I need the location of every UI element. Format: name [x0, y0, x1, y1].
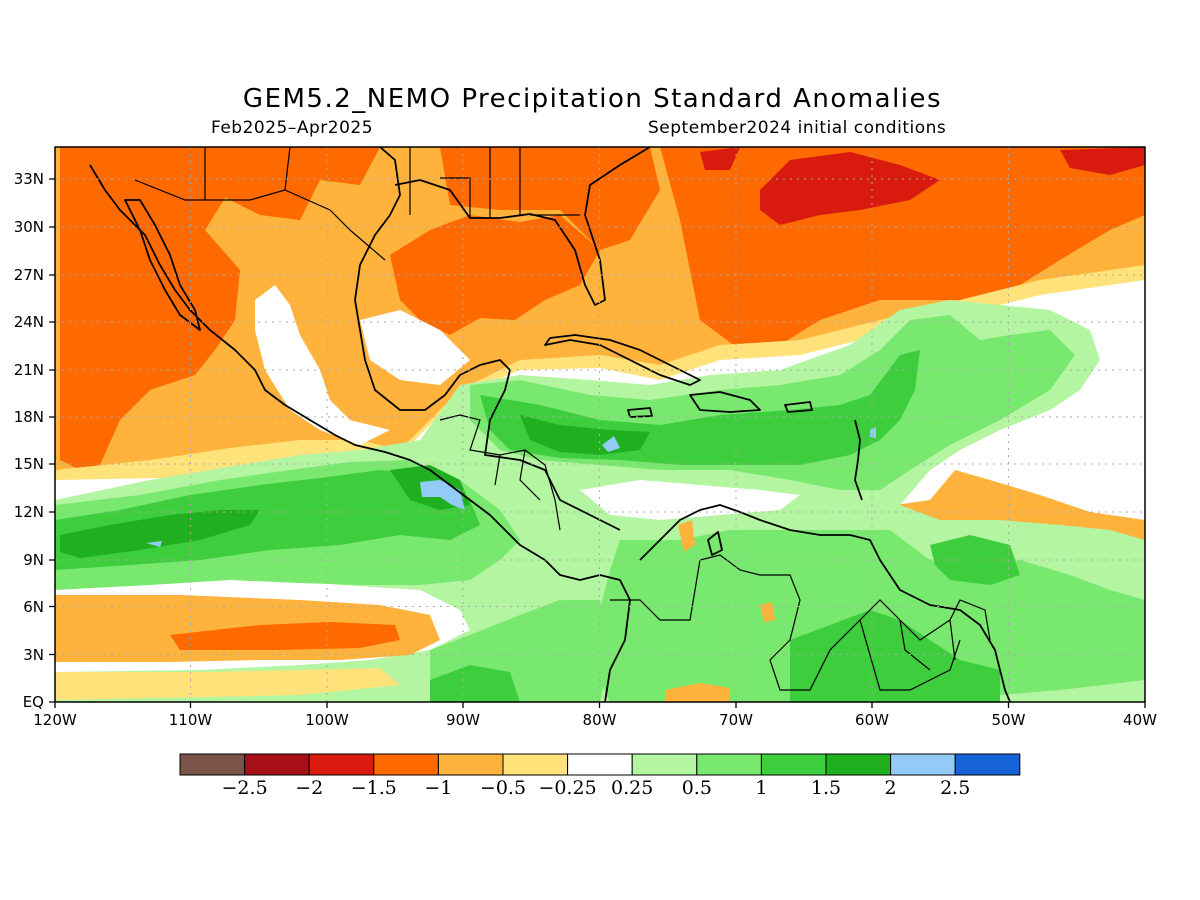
coastline-north-america-pacific: [89, 164, 631, 702]
lat-label: 3N: [23, 646, 44, 664]
lat-label: 21N: [14, 361, 44, 379]
lon-label: 100W: [305, 711, 349, 729]
dry-region-mexico-north: [135, 147, 380, 220]
initial-conditions: September2024 initial conditions: [648, 118, 947, 138]
longitude-labels: 120W 110W 100W 90W 80W 70W 60W 50W 40W: [33, 711, 1157, 729]
latitude-labels: EQ 3N 6N 9N 12N 15N 18N 21N 24N 27N 30N …: [14, 170, 44, 711]
border-us-mexico: [134, 147, 386, 261]
lat-label: 30N: [14, 218, 44, 236]
colorbar-swatch: [825, 753, 892, 776]
coastline-us-gulf: [394, 147, 651, 306]
colorbar-label: −0.5: [480, 777, 526, 799]
colorbar-label: 0.25: [611, 777, 653, 799]
colorbar-swatch: [890, 753, 956, 776]
colorbar-label: 1: [755, 777, 767, 799]
dry-region-gulf: [390, 215, 600, 335]
border-us-states: [204, 147, 580, 218]
colorbar-swatch: [308, 753, 375, 776]
neutral-gap-caribbean: [580, 480, 800, 520]
colorbar-label: −0.25: [538, 777, 596, 799]
colorbar-swatch: [567, 753, 633, 776]
neutral-white-mexico-coast: [255, 285, 390, 445]
very-wet-spot-caribbean: [602, 436, 620, 452]
map-title: GEM5.2_NEMO Precipitation Standard Anoma…: [242, 84, 943, 114]
colorbar-label: 0.5: [682, 777, 712, 799]
dry-patch-venezuela: [678, 520, 695, 552]
neutral-white-yucatan: [360, 310, 470, 385]
mod-wet-region-amazon: [790, 610, 1000, 702]
colorbar-label: −2.5: [222, 777, 268, 799]
lat-label: 33N: [14, 170, 44, 188]
lon-label: 60W: [855, 711, 889, 729]
mod-wet-region-south-pacific: [430, 665, 520, 702]
lat-label: EQ: [23, 693, 44, 711]
dry-region-southeast-us: [440, 147, 660, 250]
lon-label: 70W: [719, 711, 753, 729]
lon-label: 50W: [992, 711, 1026, 729]
colorbar-label: −1: [424, 777, 452, 799]
strong-wet-region-pacific: [60, 510, 260, 558]
lat-label: 27N: [14, 266, 44, 284]
coastline-lake-maracaibo: [707, 531, 723, 556]
colorbar-swatch: [179, 753, 246, 776]
colorbar-swatch: [437, 753, 504, 776]
colorbar-label: 2.5: [940, 777, 970, 799]
dry-patch-colombia: [665, 683, 730, 702]
colorbar-label: −2: [295, 777, 323, 799]
weak-dry-south-pacific: [55, 668, 400, 700]
strong-dry-region-atlantic: [760, 152, 940, 225]
lon-label: 120W: [33, 711, 77, 729]
strong-dry-region-northeast: [1060, 147, 1145, 175]
tick-marks: [49, 178, 1146, 708]
anomaly-field: [55, 147, 1145, 702]
border-guianas: [899, 619, 956, 671]
coastline-hispaniola: [689, 391, 761, 413]
country-borders: [134, 147, 991, 691]
colorbar-swatch: [760, 753, 827, 776]
dry-core-pacific: [170, 622, 400, 650]
coastline-gulf-of-mexico: [354, 147, 621, 531]
colorbar-swatch: [244, 753, 310, 776]
colorbar-label: 2: [885, 777, 897, 799]
coastline-lesser-antilles: [854, 419, 863, 501]
lon-label: 110W: [169, 711, 213, 729]
colorbar-label: 1.5: [811, 777, 841, 799]
very-wet-spot-pacific: [146, 541, 162, 547]
lat-label: 12N: [14, 503, 44, 521]
coastlines: [89, 147, 1011, 702]
dry-region-mexico-pacific: [60, 147, 240, 470]
lon-label: 80W: [583, 711, 617, 729]
colorbar-swatch: [502, 753, 569, 776]
coastline-south-america: [639, 504, 1011, 702]
colorbar-swatch: [631, 753, 698, 776]
lat-label: 6N: [23, 598, 44, 616]
lat-label: 15N: [14, 455, 44, 473]
lat-label: 9N: [23, 551, 44, 569]
lat-label: 24N: [14, 313, 44, 331]
colorbar-swatch: [696, 753, 762, 776]
coastline-jamaica: [627, 407, 653, 418]
lat-label: 18N: [14, 408, 44, 426]
colorbar-swatch: [954, 753, 1021, 776]
mod-wet-region-guianas: [930, 535, 1020, 585]
colorbar-label: −1.5: [351, 777, 397, 799]
strong-dry-region-florida-strait: [700, 147, 740, 170]
lon-label: 40W: [1123, 711, 1157, 729]
border-south-america: [610, 554, 991, 691]
border-central-america: [439, 414, 561, 531]
coastline-baja: [124, 199, 201, 331]
lon-label: 90W: [446, 711, 480, 729]
forecast-period: Feb2025–Apr2025: [211, 118, 374, 138]
colorbar: −2.5 −2 −1.5 −1 −0.5 −0.25 0.25 0.5 1 1.…: [179, 753, 1021, 799]
coastline-puerto-rico: [784, 401, 813, 413]
colorbar-swatch: [373, 753, 439, 776]
